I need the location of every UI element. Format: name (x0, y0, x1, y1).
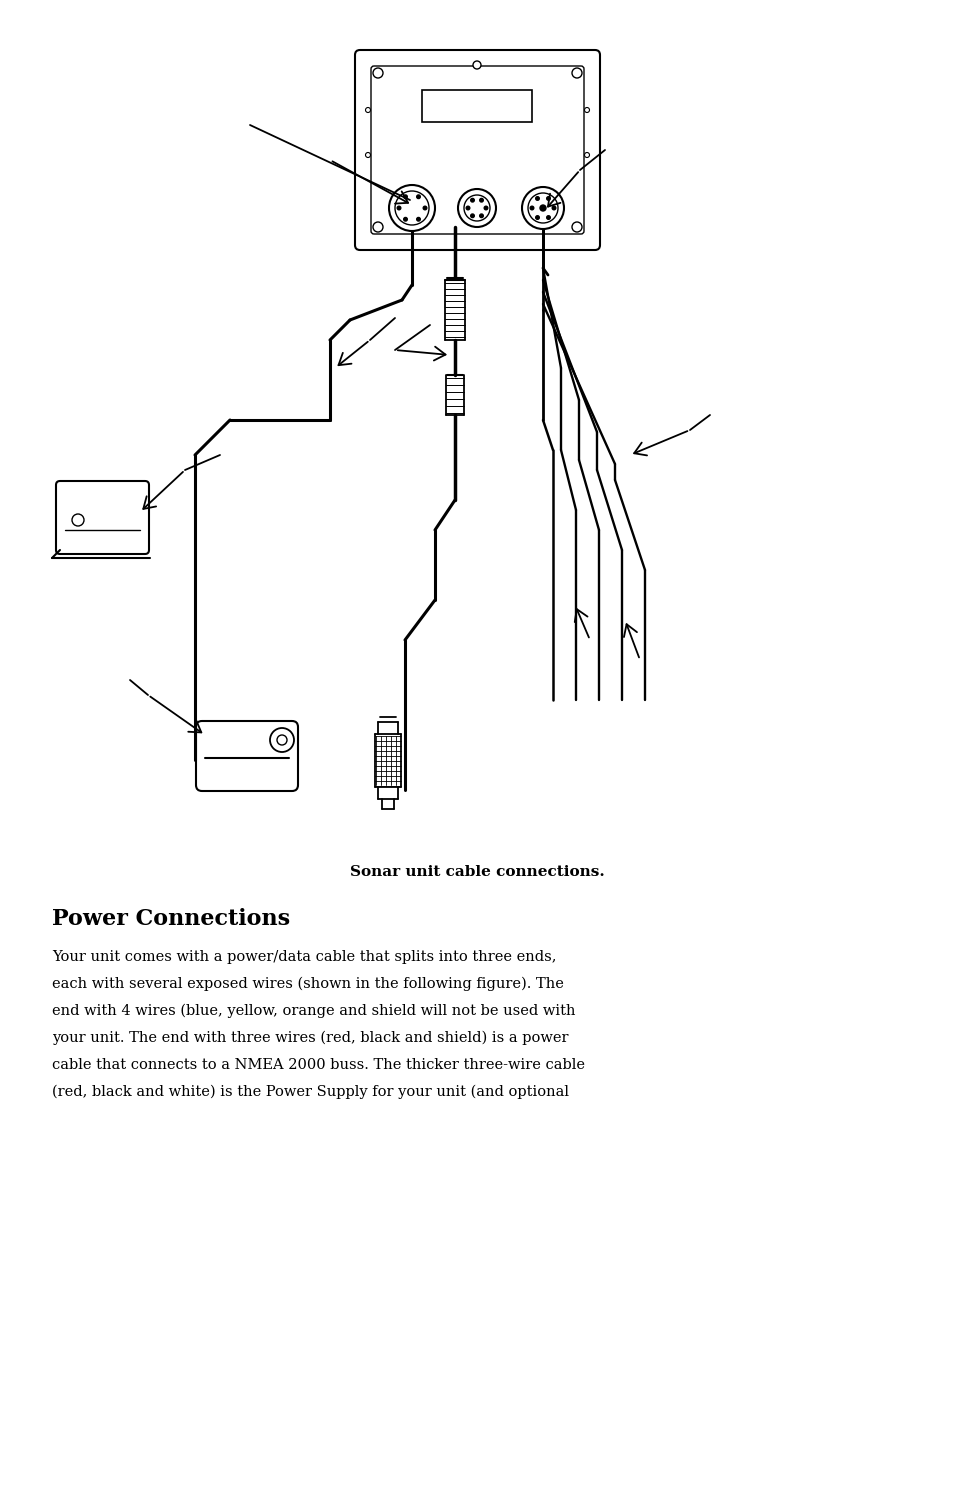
Circle shape (466, 207, 469, 210)
Text: end with 4 wires (blue, yellow, orange and shield will not be used with: end with 4 wires (blue, yellow, orange a… (52, 1004, 575, 1019)
Circle shape (270, 729, 294, 752)
Circle shape (530, 207, 534, 210)
Circle shape (470, 198, 474, 202)
Circle shape (584, 107, 589, 113)
Bar (421, 91, 532, 122)
Text: Power Connections: Power Connections (52, 909, 290, 929)
Text: Sonar unit cable connections.: Sonar unit cable connections. (349, 865, 604, 879)
Text: (red, black and white) is the Power Supply for your unit (and optional: (red, black and white) is the Power Supp… (52, 1086, 568, 1099)
Circle shape (396, 207, 400, 210)
Circle shape (521, 187, 563, 229)
Circle shape (389, 184, 435, 230)
Circle shape (373, 222, 382, 232)
Circle shape (71, 515, 84, 526)
Circle shape (484, 207, 487, 210)
Circle shape (527, 193, 558, 223)
FancyBboxPatch shape (355, 51, 599, 250)
Circle shape (536, 216, 538, 219)
Circle shape (552, 207, 556, 210)
Circle shape (536, 196, 538, 201)
Circle shape (572, 68, 581, 77)
FancyBboxPatch shape (195, 721, 297, 791)
Circle shape (416, 217, 420, 222)
Circle shape (276, 735, 287, 745)
Circle shape (539, 205, 545, 211)
FancyBboxPatch shape (371, 65, 583, 233)
Circle shape (479, 214, 483, 217)
Circle shape (470, 214, 474, 217)
Text: cable that connects to a NMEA 2000 buss. The thicker three-wire cable: cable that connects to a NMEA 2000 buss.… (52, 1057, 584, 1072)
Circle shape (365, 153, 370, 158)
Circle shape (416, 195, 420, 199)
Circle shape (457, 189, 496, 228)
Circle shape (473, 61, 480, 68)
Circle shape (423, 207, 426, 210)
Circle shape (463, 195, 490, 222)
Circle shape (365, 107, 370, 113)
Circle shape (403, 195, 407, 199)
Text: Your unit comes with a power/data cable that splits into three ends,: Your unit comes with a power/data cable … (52, 950, 556, 964)
Circle shape (479, 198, 483, 202)
Circle shape (403, 217, 407, 222)
FancyBboxPatch shape (56, 480, 149, 555)
Circle shape (395, 190, 429, 225)
Circle shape (584, 153, 589, 158)
Circle shape (373, 68, 382, 77)
Circle shape (546, 216, 550, 219)
Text: each with several exposed wires (shown in the following figure). The: each with several exposed wires (shown i… (52, 977, 563, 992)
Circle shape (572, 222, 581, 232)
Circle shape (546, 196, 550, 201)
Text: your unit. The end with three wires (red, black and shield) is a power: your unit. The end with three wires (red… (52, 1030, 568, 1045)
